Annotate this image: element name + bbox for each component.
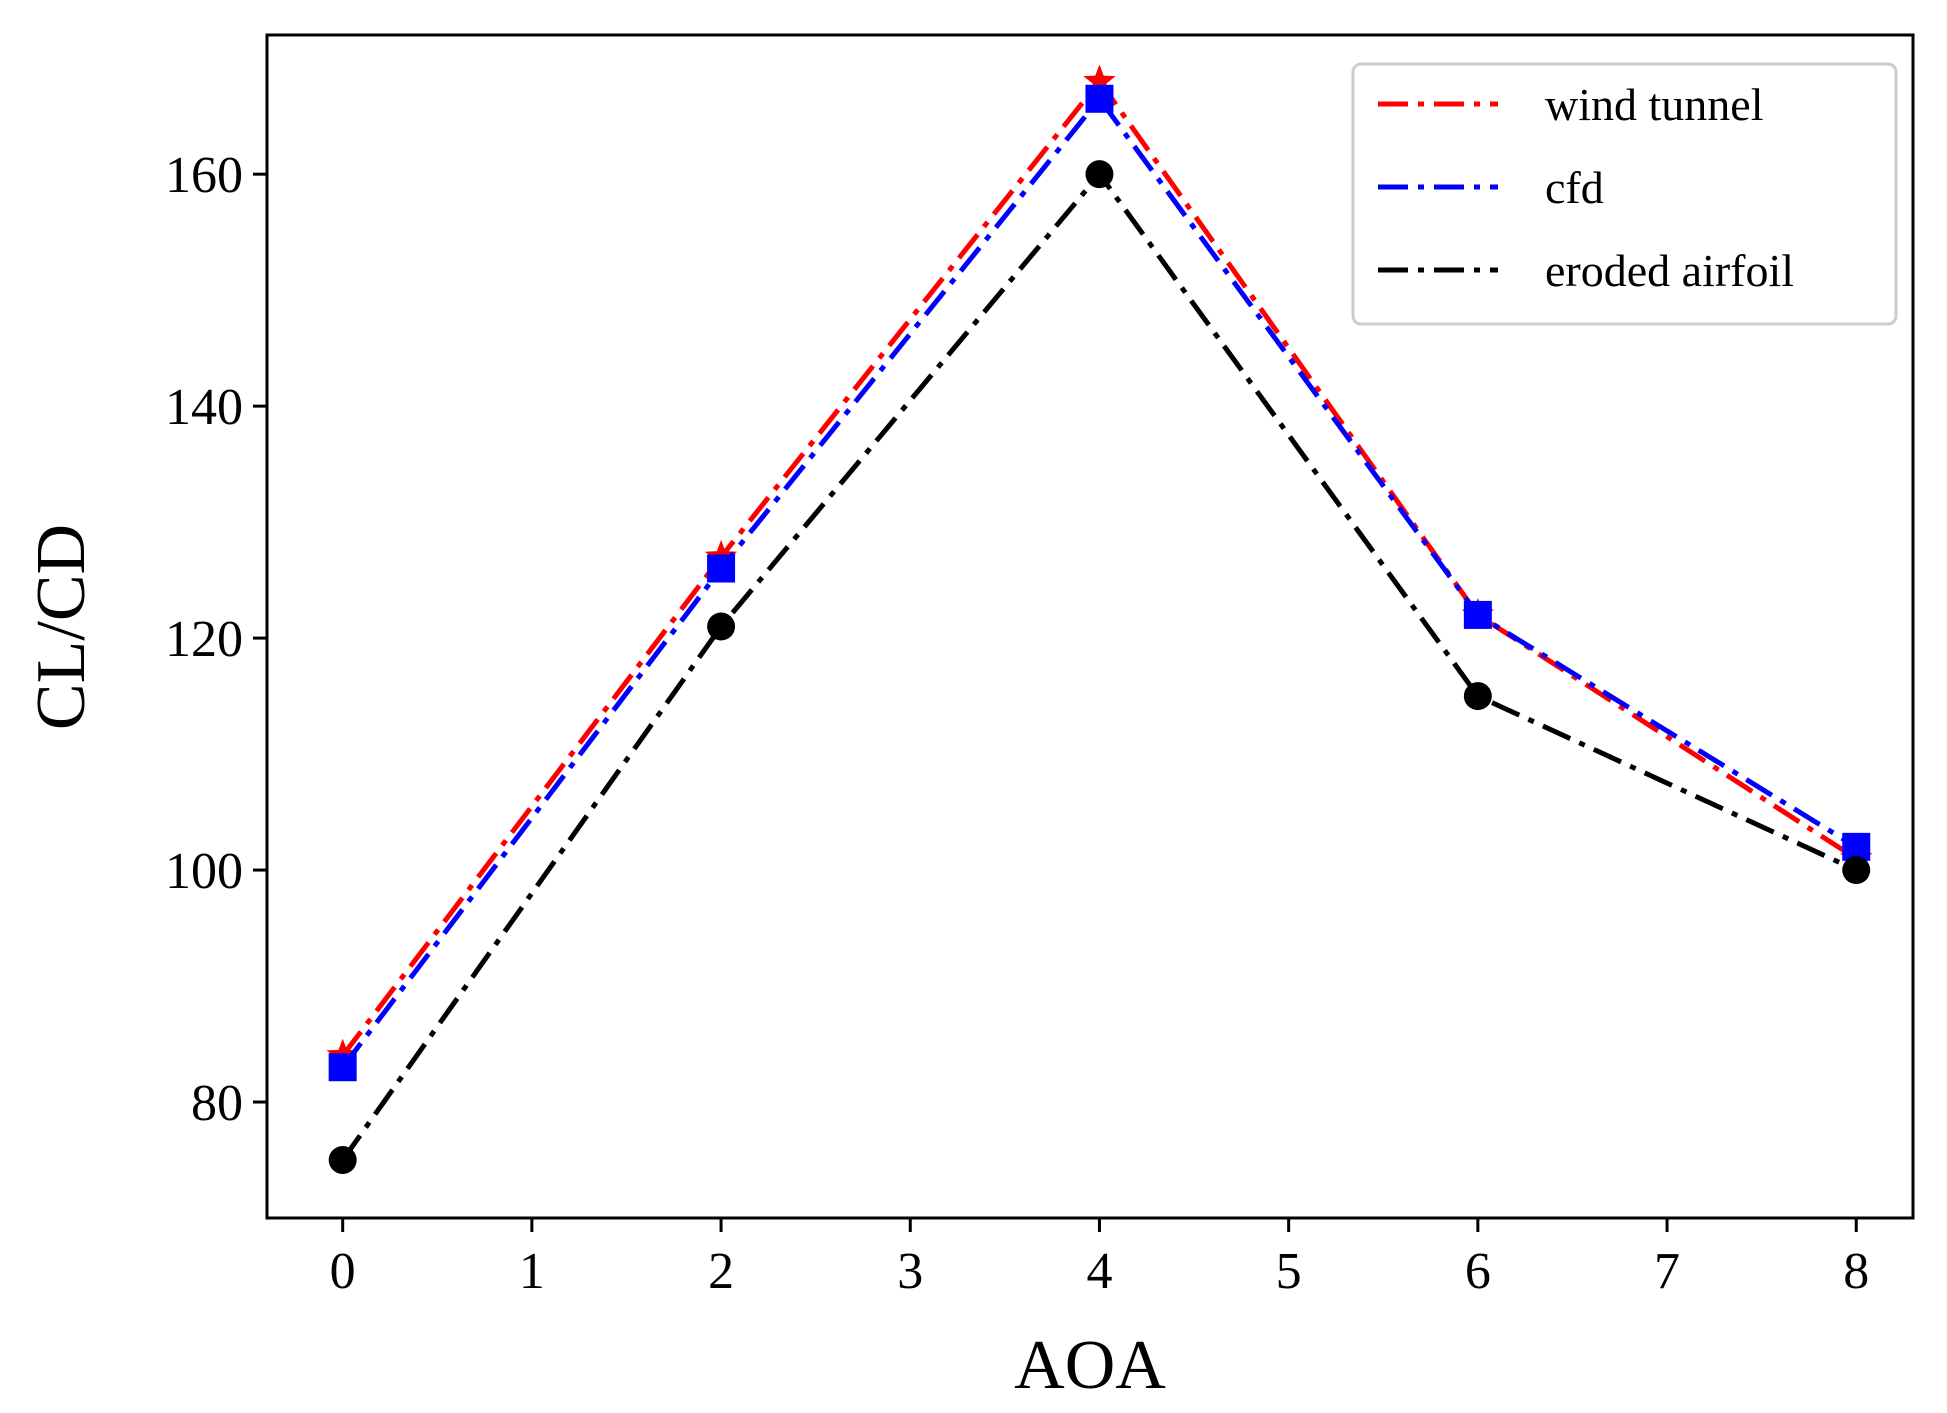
x-axis-label: AOA — [1014, 1327, 1166, 1404]
data-point-eroded-airfoil — [328, 1146, 357, 1175]
x-tick-label: 8 — [1843, 1243, 1869, 1300]
series-line-cfd — [340, 94, 1858, 1069]
legend: wind tunnel cfd eroded airfoil — [1351, 62, 1898, 326]
x-tick-label: 7 — [1654, 1243, 1680, 1300]
x-tick-label: 3 — [897, 1243, 923, 1300]
y-tick-label: 100 — [165, 843, 243, 900]
x-axis-ticks: 0 1 2 3 4 5 6 7 8 — [330, 1218, 1869, 1300]
x-tick-label: 1 — [519, 1243, 545, 1300]
data-point-eroded-airfoil — [1463, 682, 1492, 711]
series-layer — [326, 64, 1873, 1175]
x-tick-label: 2 — [708, 1243, 734, 1300]
y-axis-label: CL/CD — [23, 524, 100, 730]
series-eroded-airfoil — [328, 160, 1871, 1175]
x-tick-label: 5 — [1276, 1243, 1302, 1300]
x-tick-label: 4 — [1086, 1243, 1112, 1300]
legend-entries: wind tunnel cfd eroded airfoil — [1378, 79, 1794, 296]
legend-label: wind tunnel — [1545, 79, 1763, 130]
plot-frame — [265, 33, 1915, 1220]
y-tick-label: 120 — [165, 611, 243, 668]
data-point-eroded-airfoil — [1085, 160, 1114, 189]
legend-label: cfd — [1545, 162, 1604, 213]
x-tick-label: 6 — [1465, 1243, 1491, 1300]
data-point-eroded-airfoil — [1842, 856, 1871, 885]
legend-label: eroded airfoil — [1545, 245, 1794, 296]
data-point-wind-tunnel — [1083, 64, 1116, 96]
data-point-cfd — [1085, 84, 1114, 113]
data-point-eroded-airfoil — [707, 612, 736, 641]
series-cfd — [328, 84, 1871, 1082]
data-point-cfd — [707, 554, 736, 583]
data-point-cfd — [1463, 600, 1492, 629]
x-tick-label: 0 — [330, 1243, 356, 1300]
legend-box — [1351, 62, 1898, 326]
y-tick-label: 140 — [165, 379, 243, 436]
y-tick-label: 160 — [165, 147, 243, 204]
y-axis-ticks: 80 100 120 140 160 — [165, 147, 267, 1132]
data-point-cfd — [328, 1053, 357, 1082]
y-tick-label: 80 — [191, 1075, 243, 1132]
